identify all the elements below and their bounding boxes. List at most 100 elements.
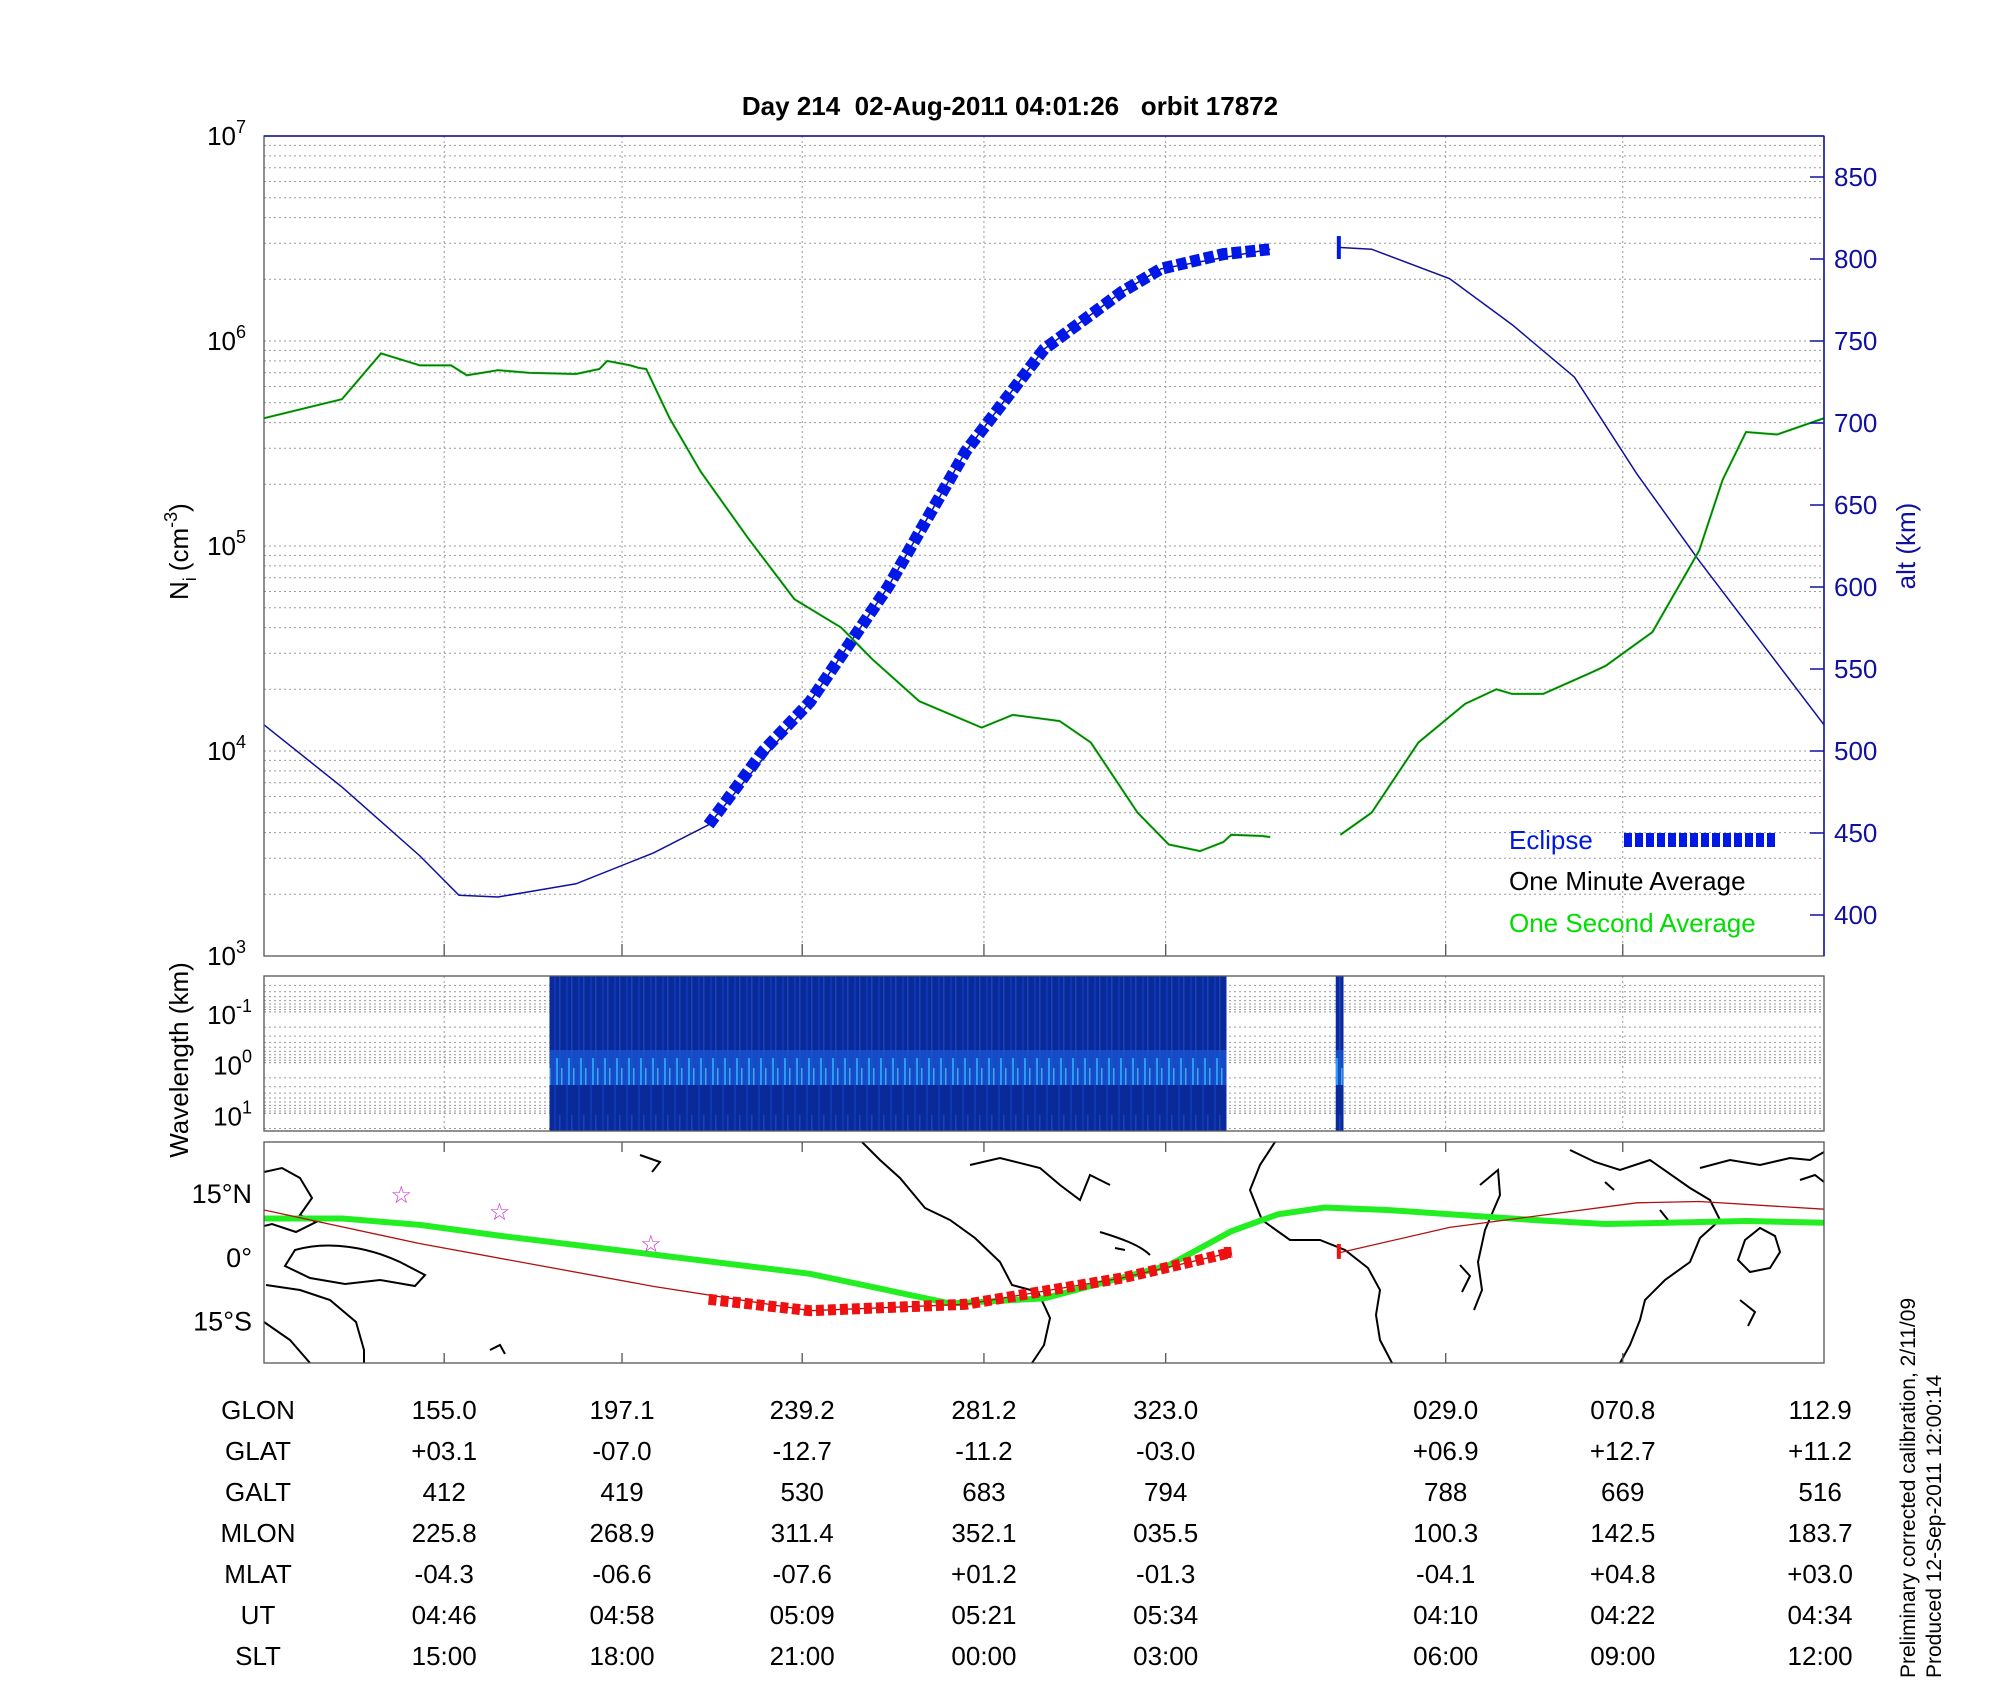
table-cell: +12.7 [1589,1436,1656,1466]
one-second-average-line [263,352,1825,853]
table-cell: 04:58 [589,1600,655,1630]
star-marker: ☆ [489,1199,511,1226]
table-cell: 419 [600,1477,644,1507]
altitude-tick-label: 850 [1834,162,1877,192]
table-cell: 794 [1143,1477,1188,1507]
table-cell: +03.0 [1787,1559,1853,1589]
altitude-tick-label: 550 [1834,654,1877,684]
table-cell: 04:46 [411,1600,477,1630]
chart-title: Day 214 02-Aug-2011 04:01:26 orbit 17872 [742,91,1278,121]
spectrum-data-block [1335,976,1344,1131]
table-row-label: MLAT [224,1559,292,1589]
table-cell: -06.6 [592,1559,652,1589]
table-cell: 04:10 [1413,1600,1479,1630]
density-tick-label: 103 [207,937,246,971]
table-cell: 268.9 [589,1518,655,1548]
table-row-label: SLT [235,1641,281,1671]
spectrum-ylabel: Wavelength (km) [164,962,194,1158]
coastlines [264,1142,1824,1363]
legend-one-minute-label: One Minute Average [1509,866,1746,896]
table-cell: 788 [1423,1477,1468,1507]
table-cell: -12.7 [772,1436,832,1466]
altitude-tick-label: 450 [1834,818,1877,848]
table-cell: +01.2 [951,1559,1017,1589]
table-cell: 412 [422,1477,466,1507]
map-lat-label: 15°N [192,1179,252,1209]
table-cell: 18:00 [589,1641,655,1671]
table-cell: -07.0 [592,1436,652,1466]
table-cell: 035.5 [1133,1518,1199,1548]
table-cell: 05:21 [951,1600,1017,1630]
table-cell: 06:00 [1413,1641,1479,1671]
spectrum-axes-box [263,975,1825,1132]
altitude-tick-label: 700 [1834,408,1877,438]
calibration-note: Preliminary corrected calibration, 2/11/… [1897,1297,1920,1678]
table-row-label: GLAT [225,1436,291,1466]
table-cell: 04:34 [1787,1600,1853,1630]
map-marks: ☆ ☆ ☆ [264,1182,1824,1317]
altitude-ylabel: alt (km) [1891,503,1921,590]
legend-one-second-label: One Second Average [1509,908,1756,938]
table-row-label: GLON [221,1395,295,1425]
table-cell: 197.1 [589,1395,655,1425]
table-cell: 04:22 [1590,1600,1656,1630]
map-lat-label: 15°S [193,1307,252,1337]
spectrum-panel: 10-1 100 101 Wavelength (km) [164,962,1825,1158]
table-cell: 05:09 [769,1600,835,1630]
table-cell: 029.0 [1413,1395,1479,1425]
map-lat-label: 0° [226,1243,252,1273]
density-tick-label: 107 [207,117,246,151]
table-cell: 21:00 [769,1641,835,1671]
table-cell: 281.2 [951,1395,1017,1425]
table-cell: +04.8 [1589,1559,1656,1589]
table-cell: 12:00 [1787,1641,1853,1671]
altitude-tick-label: 500 [1834,736,1877,766]
produced-note: Produced 12-Sep-2011 12:00:14 [1923,1374,1946,1678]
density-tick-label: 104 [207,732,246,766]
magnetic-equator-line [264,1204,1824,1307]
table-cell: -04.1 [1416,1559,1476,1589]
table-cell: 183.7 [1787,1518,1853,1548]
spectrum-marks [549,976,1344,1131]
map-panel: ☆ ☆ ☆ 15°N 0° 15°S [192,1141,1825,1364]
density-grid [264,136,1824,956]
table-cell: 352.1 [951,1518,1017,1548]
table-cell: +03.1 [411,1436,478,1466]
table-row-label: UT [240,1600,276,1630]
spectrum-tick-label: 10-1 [207,996,252,1030]
star-marker: ☆ [640,1231,662,1258]
table-cell: 142.5 [1590,1518,1656,1548]
altitude-tick-label: 750 [1834,326,1877,356]
table-cell: 239.2 [769,1395,835,1425]
density-tick-label: 105 [207,527,246,561]
density-marks [263,236,1825,898]
table-cell: -01.3 [1136,1559,1196,1589]
spectrum-tick-label: 101 [213,1097,252,1131]
table-cell: 100.3 [1413,1518,1479,1548]
table-cell: 03:00 [1133,1641,1199,1671]
table-cell: -07.6 [772,1559,832,1589]
table-cell: -11.2 [955,1436,1013,1466]
map-axes-box [263,1141,1825,1364]
density-ticks: 103 104 105 106 107 400 450 500 550 600 650 700 750 8… [207,117,1877,971]
table-cell: 530 [780,1477,824,1507]
table-cell: 070.8 [1590,1395,1656,1425]
table-cell: 225.8 [411,1518,477,1548]
density-ylabel: Ni(cm-3) [161,503,200,600]
spectrum-data-block [549,976,1227,1131]
table-cell: 683 [962,1477,1006,1507]
map-ticks: 15°N 0° 15°S [192,1142,1624,1363]
table-cell: 311.4 [770,1518,834,1548]
table-cell: 112.9 [1788,1395,1852,1425]
one-minute-average-line [263,352,1825,852]
table-cell: 09:00 [1590,1641,1656,1671]
star-marker: ☆ [391,1182,413,1209]
table-cell: -03.0 [1136,1436,1196,1466]
table-row-label: GALT [225,1477,291,1507]
eclipse-line [703,243,1271,829]
table-cell: 00:00 [951,1641,1017,1671]
table-cell: -04.3 [414,1559,474,1589]
table-cell: 323.0 [1133,1395,1199,1425]
altitude-line [263,246,1825,898]
table-cell: 669 [1601,1477,1645,1507]
